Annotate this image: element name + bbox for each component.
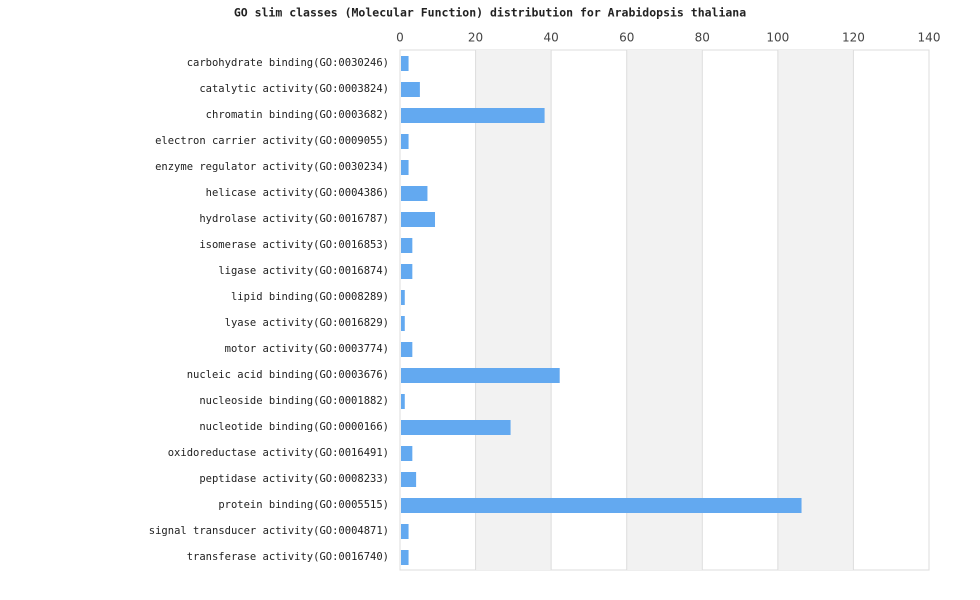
y-tick-label: carbohydrate binding(GO:0030246) — [187, 57, 389, 69]
y-tick-label: electron carrier activity(GO:0009055) — [155, 135, 389, 147]
y-tick-label: chromatin binding(GO:0003682) — [206, 109, 389, 121]
bar — [401, 160, 409, 175]
y-tick-label: hydrolase activity(GO:0016787) — [199, 213, 389, 225]
bar — [401, 342, 413, 357]
y-tick-label: nucleoside binding(GO:0001882) — [199, 395, 389, 407]
bar — [401, 290, 405, 305]
y-tick-label: oxidoreductase activity(GO:0016491) — [168, 447, 389, 459]
y-tick-label: transferase activity(GO:0016740) — [187, 551, 389, 563]
bar — [401, 212, 436, 227]
grid-band — [777, 50, 854, 570]
bar — [401, 524, 409, 539]
bar — [401, 368, 560, 383]
y-tick-label: lipid binding(GO:0008289) — [231, 291, 389, 303]
y-tick-label: peptidase activity(GO:0008233) — [199, 473, 389, 485]
x-tick-label: 0 — [396, 31, 404, 45]
chart-title: GO slim classes (Molecular Function) dis… — [234, 6, 746, 20]
x-tick-label: 140 — [918, 31, 941, 45]
y-tick-label: nucleic acid binding(GO:0003676) — [187, 369, 389, 381]
y-tick-label: nucleotide binding(GO:0000166) — [199, 421, 389, 433]
y-tick-label: lyase activity(GO:0016829) — [225, 317, 389, 329]
bar — [401, 82, 420, 97]
bar — [401, 316, 405, 331]
bar — [401, 394, 405, 409]
bar — [401, 238, 413, 253]
y-tick-label: helicase activity(GO:0004386) — [206, 187, 389, 199]
y-tick-label: ligase activity(GO:0016874) — [218, 265, 389, 277]
bar — [401, 498, 802, 513]
x-tick-label: 120 — [842, 31, 865, 45]
bar — [401, 134, 409, 149]
x-tick-label: 60 — [619, 31, 634, 45]
bar — [401, 472, 417, 487]
bar — [401, 420, 511, 435]
bar — [401, 56, 409, 71]
bar — [401, 446, 413, 461]
x-tick-label: 80 — [695, 31, 710, 45]
y-tick-label: signal transducer activity(GO:0004871) — [149, 525, 389, 537]
x-tick-label: 100 — [766, 31, 789, 45]
bar — [401, 264, 413, 279]
bar — [401, 186, 428, 201]
x-tick-label: 40 — [544, 31, 559, 45]
grid-band — [626, 50, 703, 570]
y-tick-label: protein binding(GO:0005515) — [218, 499, 389, 511]
x-tick-label: 20 — [468, 31, 483, 45]
grid-band — [475, 50, 552, 570]
y-tick-label: catalytic activity(GO:0003824) — [199, 83, 389, 95]
bar — [401, 108, 545, 123]
y-tick-label: motor activity(GO:0003774) — [225, 343, 389, 355]
bar — [401, 550, 409, 565]
y-tick-label: enzyme regulator activity(GO:0030234) — [155, 161, 389, 173]
y-tick-label: isomerase activity(GO:0016853) — [199, 239, 389, 251]
